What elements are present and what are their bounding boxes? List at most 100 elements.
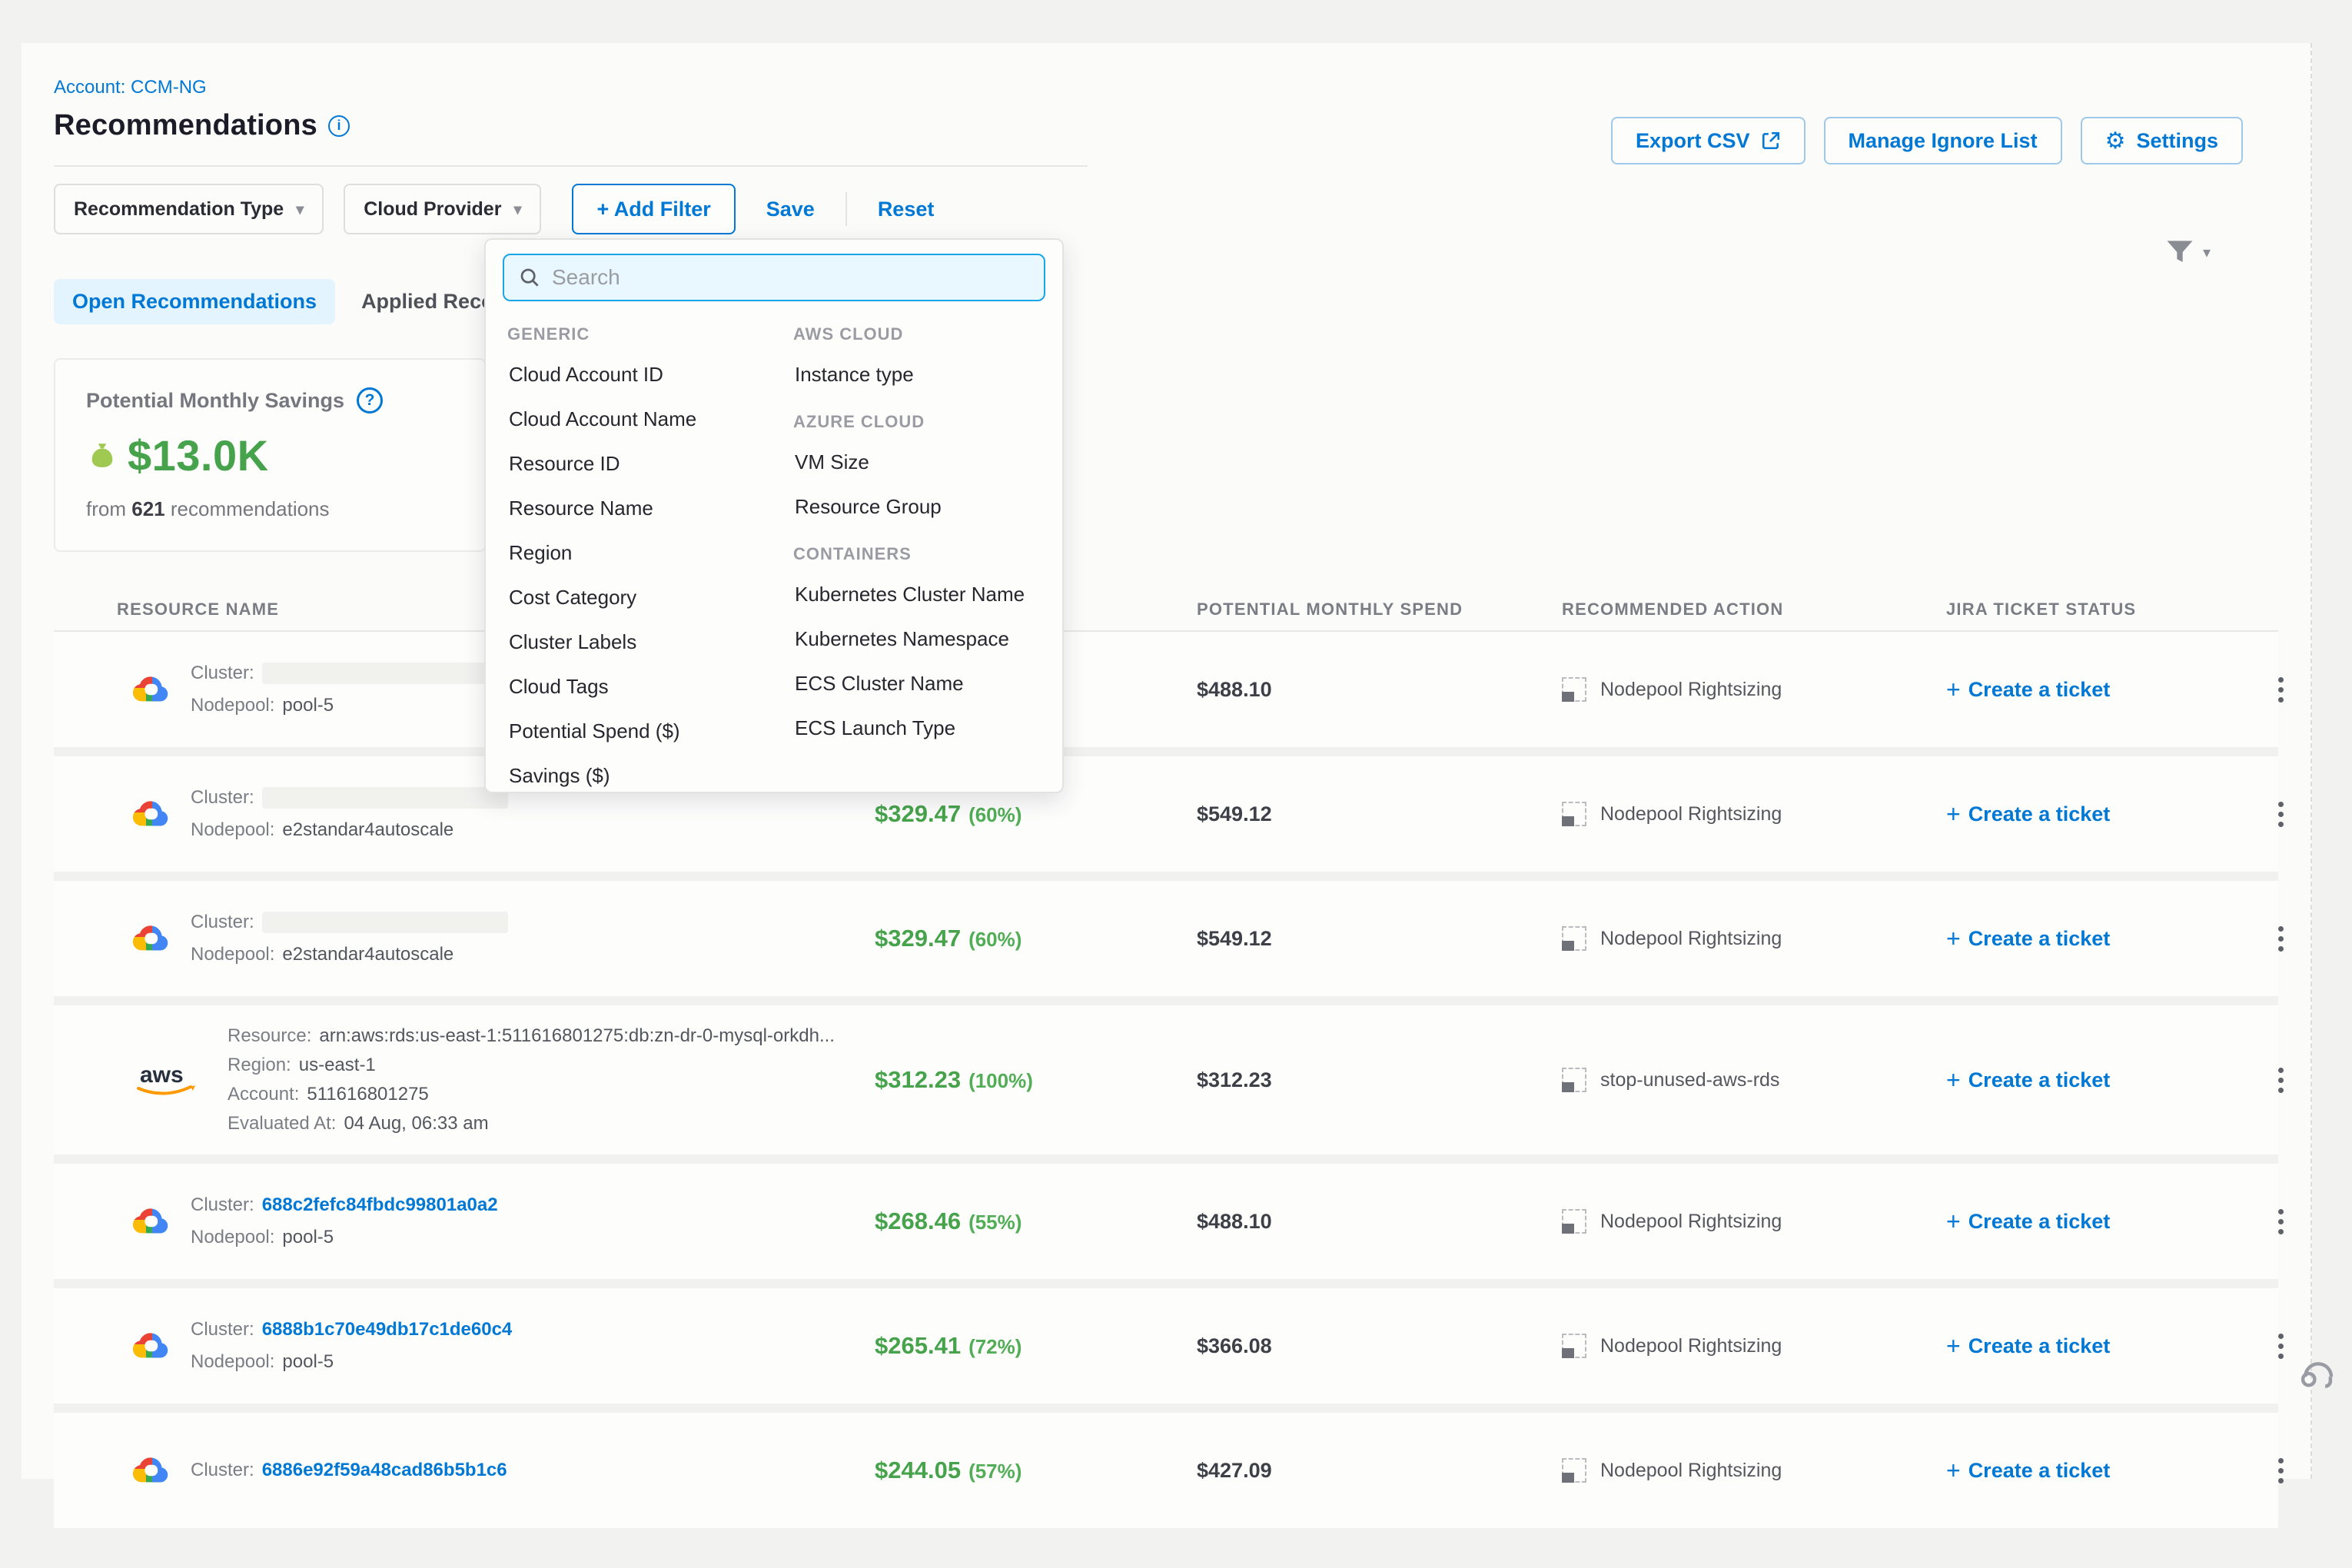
resource-line-value: pool-5	[282, 1351, 334, 1373]
resource-line: Resource:arn:aws:rds:us-east-1:511616801…	[228, 1025, 835, 1047]
dropdown-filter-option[interactable]: Cloud Account Name	[503, 397, 789, 441]
filter-panel-toggle[interactable]: ▾	[2163, 235, 2211, 269]
resource-cell: Cluster:Nodepool:e2standar4autoscale	[117, 912, 875, 965]
gcp-cloud-icon	[132, 1203, 169, 1240]
dropdown-filter-option[interactable]: Kubernetes Cluster Name	[789, 572, 1045, 616]
search-icon	[518, 266, 541, 289]
recommendations-table: RESOURCE NAME POTENTIAL MONTHLY SPEND RE…	[54, 589, 2278, 1528]
create-ticket-button[interactable]: +Create a ticket	[1946, 1068, 2265, 1092]
dropdown-filter-option[interactable]: Cloud Account ID	[503, 352, 789, 397]
settings-button[interactable]: ⚙ Settings	[2081, 117, 2243, 164]
dropdown-filter-option[interactable]: Savings ($)	[503, 753, 789, 798]
potential-spend-cell: $549.12	[1197, 802, 1562, 826]
resource-line-label: Cluster:	[191, 1460, 254, 1481]
row-menu-button[interactable]	[2265, 1209, 2296, 1234]
resource-line-label: Cluster:	[191, 663, 254, 684]
add-filter-button[interactable]: + Add Filter	[572, 184, 735, 234]
savings-percent: (57%)	[968, 1460, 1022, 1483]
support-headset-icon[interactable]	[2297, 1354, 2338, 1396]
create-ticket-button[interactable]: +Create a ticket	[1946, 1334, 2265, 1358]
resource-line: Nodepool:e2standar4autoscale	[191, 819, 508, 841]
resource-line-label: Account:	[228, 1084, 299, 1105]
recommendations-tabs: Open Recommendations Applied Recommendat…	[54, 279, 2278, 324]
gcp-cloud-icon	[132, 1327, 169, 1364]
add-filter-dropdown: GENERICCloud Account IDCloud Account Nam…	[484, 238, 1064, 793]
col-potential-monthly-spend[interactable]: POTENTIAL MONTHLY SPEND	[1197, 600, 1562, 620]
row-menu-button[interactable]	[2265, 1334, 2296, 1359]
dropdown-filter-option[interactable]: Instance type	[789, 352, 1045, 397]
dropdown-filter-option[interactable]: VM Size	[789, 440, 1045, 484]
row-menu-button[interactable]	[2265, 1068, 2296, 1093]
kebab-dot	[2278, 1209, 2284, 1214]
divider	[845, 192, 847, 226]
action-label: Nodepool Rightsizing	[1600, 1211, 1782, 1233]
dropdown-columns: GENERICCloud Account IDCloud Account Nam…	[503, 309, 1045, 798]
kebab-dot	[2278, 1334, 2284, 1339]
dropdown-filter-option[interactable]: ECS Cluster Name	[789, 661, 1045, 706]
resource-line-label: Cluster:	[191, 787, 254, 809]
help-icon[interactable]: ?	[357, 387, 383, 414]
col-recommended-action[interactable]: RECOMMENDED ACTION	[1562, 600, 1946, 620]
resource-line: Nodepool:pool-5	[191, 1227, 498, 1248]
dropdown-filter-option[interactable]: Region	[503, 530, 789, 575]
potential-spend-cell: $427.09	[1197, 1459, 1562, 1483]
recommended-action-cell: Nodepool Rightsizing	[1562, 677, 1946, 702]
create-ticket-button[interactable]: +Create a ticket	[1946, 1458, 2265, 1483]
dropdown-filter-option[interactable]: ECS Launch Type	[789, 706, 1045, 750]
create-ticket-button[interactable]: +Create a ticket	[1946, 677, 2265, 702]
add-filter-label: + Add Filter	[596, 198, 710, 221]
search-input[interactable]	[552, 265, 1030, 290]
dropdown-column-1: AWS CLOUDInstance typeAZURE CLOUDVM Size…	[789, 309, 1045, 798]
row-menu-button[interactable]	[2265, 1458, 2296, 1483]
cloud-provider-filter[interactable]: Cloud Provider ▾	[344, 184, 541, 234]
dropdown-search[interactable]	[503, 254, 1045, 301]
resource-line-label: Nodepool:	[191, 819, 274, 841]
cluster-link[interactable]: 6886e92f59a48cad86b5b1c6	[262, 1460, 507, 1481]
cluster-link[interactable]: 6888b1c70e49db17c1de60c4	[262, 1319, 513, 1340]
table-row: Cluster:Nodepool:e2standar4autoscale$329…	[54, 756, 2278, 872]
dropdown-filter-option[interactable]: Cost Category	[503, 575, 789, 620]
dropdown-filter-option[interactable]: Cloud Tags	[503, 664, 789, 709]
manage-ignore-list-button[interactable]: Manage Ignore List	[1824, 117, 2062, 164]
info-icon[interactable]: i	[328, 115, 350, 137]
export-csv-button[interactable]: Export CSV	[1611, 117, 1806, 164]
create-ticket-label: Create a ticket	[1968, 1068, 2111, 1092]
recommendation-type-filter[interactable]: Recommendation Type ▾	[54, 184, 324, 234]
resource-cell: awsResource:arn:aws:rds:us-east-1:511616…	[117, 1025, 875, 1134]
create-ticket-button[interactable]: +Create a ticket	[1946, 926, 2265, 951]
dropdown-group-header: AWS CLOUD	[789, 309, 1045, 352]
row-menu-button[interactable]	[2265, 802, 2296, 827]
dropdown-filter-option[interactable]: Kubernetes Namespace	[789, 616, 1045, 661]
create-ticket-button[interactable]: +Create a ticket	[1946, 802, 2265, 826]
tab-open-recommendations[interactable]: Open Recommendations	[54, 279, 335, 324]
gcp-cloud-icon	[132, 671, 169, 708]
action-label: stop-unused-aws-rds	[1600, 1069, 1779, 1091]
reset-filter-button[interactable]: Reset	[867, 198, 945, 221]
row-menu-button[interactable]	[2265, 677, 2296, 703]
cluster-link[interactable]: 688c2fefc84fbdc99801a0a2	[262, 1194, 498, 1216]
plus-icon: +	[1946, 802, 1961, 826]
resource-line: Cluster:	[191, 912, 508, 933]
gcp-cloud-icon	[132, 920, 169, 957]
dropdown-filter-option[interactable]: Resource Name	[503, 486, 789, 530]
dropdown-filter-option[interactable]: Cluster Labels	[503, 620, 789, 664]
dropdown-filter-option[interactable]: Resource ID	[503, 441, 789, 486]
plus-icon: +	[1946, 1209, 1961, 1234]
dropdown-filter-option[interactable]: Resource Group	[789, 484, 1045, 529]
kebab-dot	[2278, 677, 2284, 683]
money-bag-icon	[86, 440, 118, 472]
save-filter-button[interactable]: Save	[756, 198, 826, 221]
col-jira-ticket-status[interactable]: JIRA TICKET STATUS	[1946, 600, 2265, 620]
dropdown-filter-option[interactable]: Potential Spend ($)	[503, 709, 789, 753]
monthly-savings-cell: $244.05(57%)	[875, 1457, 1197, 1484]
row-menu-button[interactable]	[2265, 926, 2296, 952]
create-ticket-button[interactable]: +Create a ticket	[1946, 1209, 2265, 1234]
table-header-row: RESOURCE NAME POTENTIAL MONTHLY SPEND RE…	[54, 589, 2278, 632]
potential-spend-cell: $488.10	[1197, 678, 1562, 702]
account-breadcrumb[interactable]: Account: CCM-NG	[54, 77, 2278, 98]
chevron-down-icon: ▾	[2203, 243, 2211, 262]
kebab-dot	[2278, 946, 2284, 952]
resource-cell: Cluster:688c2fefc84fbdc99801a0a2Nodepool…	[117, 1194, 875, 1248]
recommended-action-cell: stop-unused-aws-rds	[1562, 1068, 1946, 1092]
kebab-dot	[2278, 1468, 2284, 1473]
